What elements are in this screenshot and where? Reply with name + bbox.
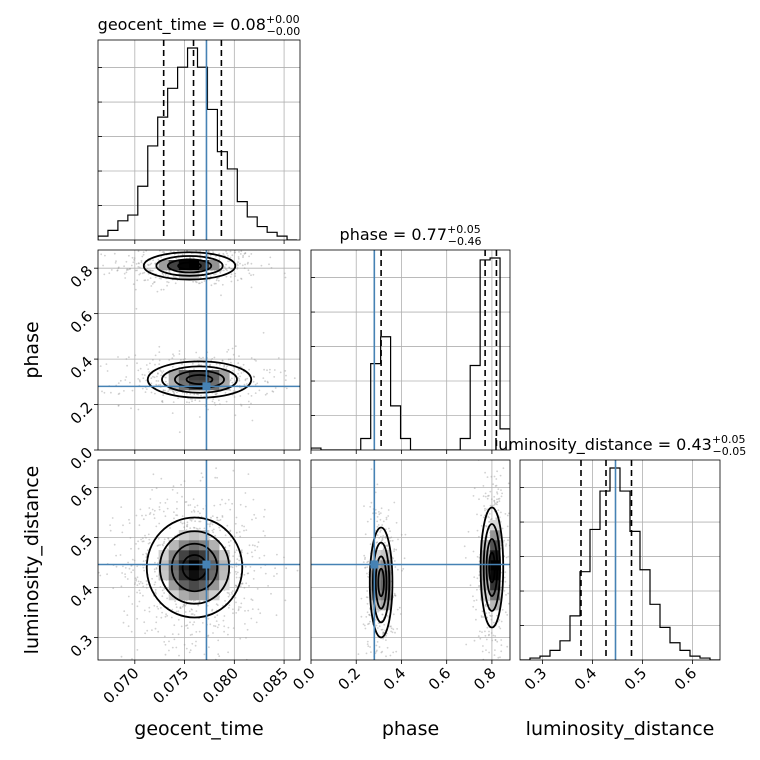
contour-level — [170, 542, 219, 593]
histogram-geocent_time — [98, 47, 298, 240]
x-axis-label-luminosity_distance: luminosity_distance — [526, 718, 715, 740]
tick-label-x: 0.6 — [425, 664, 455, 694]
marginal-geocent_time: geocent_time = 0.08+0.00 −0.00 — [97, 13, 301, 241]
tick-label-x: 0.5 — [621, 664, 651, 694]
tick-label-y: 0.5 — [67, 531, 97, 561]
contours — [368, 506, 505, 639]
contour-level — [374, 555, 388, 610]
contour-level — [161, 365, 238, 394]
tick-label-x: 0.6 — [671, 664, 701, 694]
x-axis-label-geocent_time: geocent_time — [134, 718, 263, 740]
joint-phase-vs-luminosity_distance — [310, 459, 511, 661]
tick-label-y: 0.4 — [67, 353, 97, 383]
contours — [145, 516, 244, 619]
axes-frame — [519, 459, 721, 661]
y-axis-label-luminosity_distance: luminosity_distance — [21, 466, 43, 655]
tick-label-x: 0.0 — [289, 664, 319, 694]
axes-frame — [97, 249, 301, 451]
truth-marker — [370, 560, 379, 569]
contour-level — [155, 255, 224, 277]
contour-level — [158, 530, 231, 605]
contour-level — [166, 258, 213, 274]
truth-marker — [202, 560, 211, 569]
axes-frame — [97, 39, 301, 241]
tick-label-y: 0.6 — [67, 481, 97, 511]
tick-label-x: 0.3 — [521, 664, 551, 694]
contours — [142, 251, 253, 399]
contour-level — [479, 506, 505, 629]
tick-label-x: 0.4 — [380, 664, 410, 694]
tick-label-y: 0.8 — [67, 262, 97, 292]
tick-label-x: 0.080 — [199, 664, 242, 707]
axes-frame — [310, 249, 511, 451]
contour-level — [372, 541, 391, 624]
contour-level — [146, 360, 253, 399]
tick-label-x: 0.2 — [334, 664, 364, 694]
contour-level — [485, 538, 499, 597]
tick-label-x: 0.070 — [100, 664, 143, 707]
marginal-title: geocent_time = 0.08+0.00 −0.00 — [98, 13, 301, 38]
tick-label-y: 0.0 — [67, 444, 97, 474]
contour-level — [145, 516, 244, 619]
axes-frame — [97, 459, 301, 661]
tick-label-x: 0.075 — [149, 664, 192, 707]
contour-level — [377, 567, 385, 598]
tick-label-x: 0.4 — [571, 664, 601, 694]
contour-level — [142, 251, 237, 281]
contour-level — [185, 374, 214, 385]
tick-label-y: 0.3 — [67, 631, 97, 661]
contour-level — [488, 551, 496, 584]
joint-geocent_time-vs-phase — [97, 249, 301, 451]
tick-label-y: 0.2 — [67, 398, 97, 428]
contour-level — [368, 526, 394, 639]
tick-label-x: 0.8 — [470, 664, 500, 694]
marginal-title: phase = 0.77+0.05 −0.46 — [340, 223, 482, 248]
tick-label-y: 0.6 — [67, 307, 97, 337]
x-axis-label-phase: phase — [382, 718, 439, 740]
contour-level — [174, 370, 225, 390]
y-axis-label-phase: phase — [21, 321, 43, 378]
contour-level — [177, 261, 202, 271]
tick-label-x: 0.085 — [249, 664, 292, 707]
histogram-luminosity_distance — [520, 467, 720, 660]
tick-label-y: 0.4 — [67, 581, 97, 611]
contour-level — [482, 523, 502, 612]
histogram-phase — [311, 257, 510, 450]
marginal-title: luminosity_distance = 0.43+0.05 −0.05 — [494, 433, 747, 458]
marginal-phase: phase = 0.77+0.05 −0.46 — [310, 223, 511, 451]
truth-marker — [202, 382, 211, 391]
marginal-luminosity_distance: luminosity_distance = 0.43+0.05 −0.05 — [494, 433, 747, 661]
axes-frame — [310, 459, 511, 661]
joint-geocent_time-vs-luminosity_distance — [97, 459, 301, 661]
